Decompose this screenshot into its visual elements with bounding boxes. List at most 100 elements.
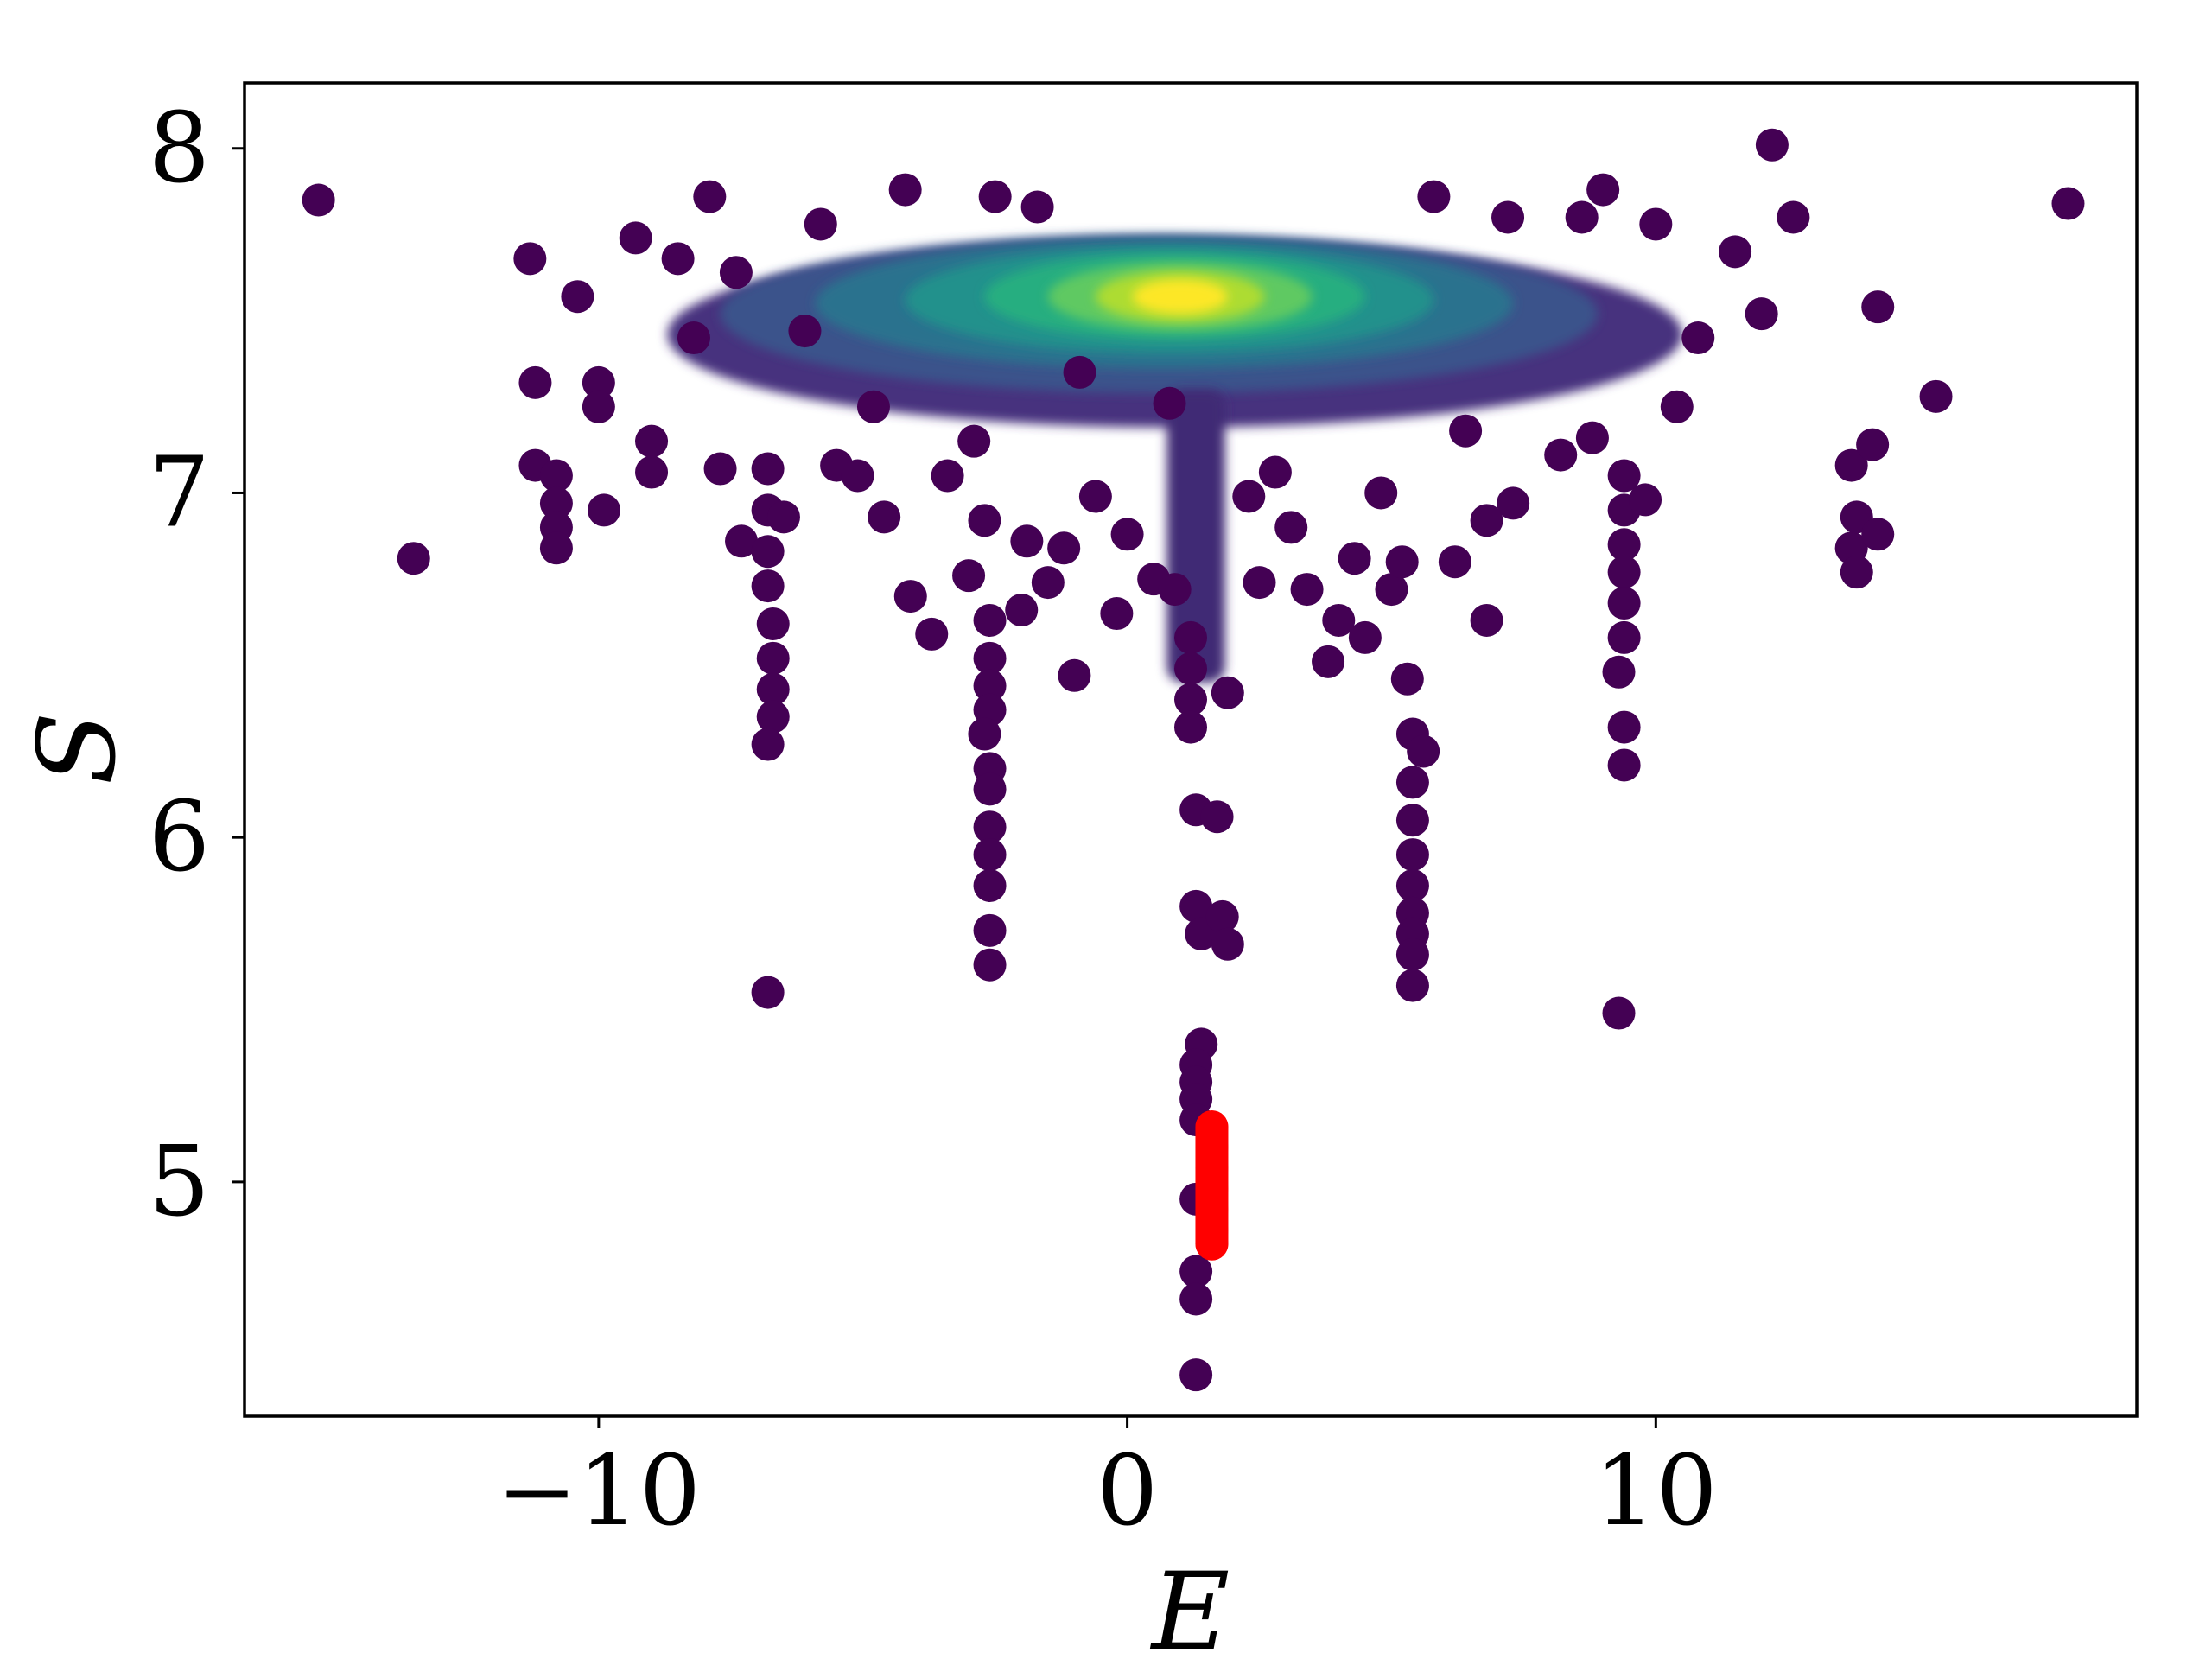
scatter-point (1153, 386, 1186, 420)
scatter-point (1375, 573, 1408, 607)
dense-point-cloud (667, 234, 1682, 683)
y-tick-label: 8 (149, 92, 210, 205)
scatter-point (725, 524, 759, 558)
scatter-point (1607, 528, 1641, 562)
scatter-point (1861, 518, 1895, 551)
scatter-point (1681, 321, 1715, 355)
scatter-point (973, 772, 1007, 806)
scatter-point (1602, 996, 1636, 1030)
scatter-point (1438, 545, 1471, 579)
scatter-point (1395, 868, 1429, 902)
scatter-point (766, 500, 800, 534)
scatter-point (1174, 710, 1207, 744)
scatter-point (1058, 658, 1091, 692)
scatter-point (582, 365, 615, 399)
scatter-point (978, 180, 1012, 213)
scatter-point (1179, 1282, 1213, 1316)
scatter-point (661, 242, 695, 276)
scatter-point (1100, 597, 1134, 631)
scatter-point (973, 669, 1007, 702)
scatter-point (1020, 190, 1054, 224)
y-axis: 5 6 7 8 (149, 92, 245, 1238)
density-stem (1166, 389, 1225, 683)
scatter-point (1639, 207, 1673, 241)
scatter-point (1312, 645, 1345, 678)
scatter-point (1258, 455, 1292, 489)
scatter-point (1544, 438, 1578, 472)
scatter-point (1179, 889, 1213, 923)
scatter-point (1211, 927, 1244, 961)
scatter-point (1395, 969, 1429, 1002)
scatter-point (1777, 200, 1810, 234)
density-layer-7 (1132, 279, 1228, 315)
y-tick-label: 7 (149, 436, 210, 549)
scatter-point (539, 486, 573, 520)
scatter-point (756, 700, 790, 734)
x-tick-label: 0 (1096, 1435, 1158, 1548)
scatter-point (856, 390, 890, 423)
plot-frame (243, 81, 2139, 1418)
scatter-point (804, 207, 837, 241)
scatter-point (1856, 428, 1890, 461)
highlight-points (1195, 1110, 1229, 1261)
scatter-point (1607, 587, 1641, 620)
scatter-point (756, 607, 790, 640)
scatter-point (1200, 800, 1234, 834)
scatter-point (868, 500, 901, 534)
scatter-point (513, 242, 547, 276)
scatter-point (1407, 734, 1440, 768)
scatter-point (1607, 459, 1641, 493)
scatter-point (677, 321, 710, 355)
scatter-point (1607, 748, 1641, 782)
scatter-point (888, 173, 922, 207)
scatter-point (931, 459, 964, 493)
scatter-point (1205, 899, 1239, 933)
scatter-point (1755, 128, 1789, 162)
scatter-point (1602, 655, 1636, 689)
scatter-point (1565, 200, 1599, 234)
scatter-point (1395, 838, 1429, 872)
scatter-point (1395, 938, 1429, 971)
y-axis-label: S (16, 712, 140, 785)
scatter-point (968, 717, 1001, 751)
scatter-point (1470, 504, 1503, 537)
scatter-point (539, 459, 573, 493)
scatter-point (1840, 556, 1873, 589)
scatter-point (1179, 1358, 1213, 1392)
scatter-point (1290, 573, 1324, 607)
scatter-point (1919, 379, 1953, 413)
scatter-point (518, 365, 552, 399)
scatter-point (1497, 486, 1530, 520)
scatter-point (1005, 594, 1039, 627)
scatter-point (841, 459, 874, 493)
scatter-point (973, 641, 1007, 675)
scatter-point (1174, 620, 1207, 654)
scatter-point (619, 221, 652, 255)
scatter-point (1047, 531, 1081, 565)
scatter-point (1010, 524, 1044, 558)
scatter-point (539, 531, 573, 565)
x-axis-label: E (1150, 1550, 1230, 1659)
scatter-point (719, 256, 753, 289)
scatter-point (973, 948, 1007, 982)
scatter-point (1232, 480, 1266, 513)
x-tick-label: −10 (497, 1435, 701, 1548)
y-tick-label: 6 (149, 781, 210, 893)
scatter-point (1243, 566, 1276, 600)
scatter-point (1390, 662, 1424, 696)
scatter-point (1211, 676, 1244, 709)
scatter-point (1607, 710, 1641, 744)
scatter-point (751, 728, 785, 761)
scatter-point (587, 493, 620, 527)
scatter-point (973, 868, 1007, 902)
scatter-point (1174, 683, 1207, 716)
scatter-point (1834, 448, 1868, 482)
scatter-point (1607, 556, 1641, 589)
scatter-point (1745, 297, 1778, 331)
highlight-point (1195, 1227, 1229, 1261)
scatter-point (561, 280, 594, 314)
scatter-point (756, 672, 790, 706)
scatter-point (693, 180, 727, 213)
scatter-point (635, 455, 669, 489)
